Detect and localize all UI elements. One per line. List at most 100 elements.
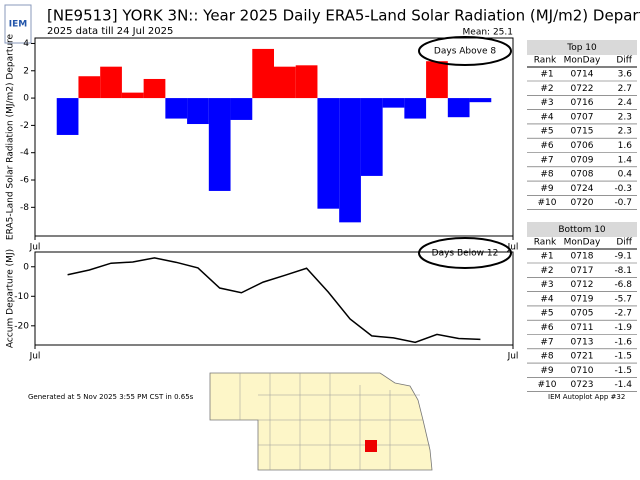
table-cell: 0713	[571, 337, 594, 347]
table-cell: 0710	[571, 366, 594, 376]
bar	[274, 66, 296, 99]
table-cell: -6.8	[614, 280, 632, 290]
bar	[56, 98, 79, 135]
annotation-ellipse	[418, 36, 512, 66]
station-county	[365, 440, 377, 452]
table-cell: -1.5	[614, 352, 632, 362]
table-cell: 3.6	[618, 70, 633, 80]
x-tick-label: Jul	[29, 243, 41, 253]
mean-label: Mean: 25.1	[463, 28, 513, 38]
bar	[252, 48, 274, 99]
table-cell: 0714	[571, 70, 594, 80]
bar	[230, 98, 253, 120]
annotation: Days Below 12	[432, 249, 499, 259]
table-cell: #6	[540, 323, 554, 333]
table-cell: #3	[540, 280, 553, 290]
table-cell: #10	[538, 380, 557, 390]
accum-line	[67, 257, 481, 344]
logo: IEM	[4, 4, 32, 44]
table-cell: 2.3	[618, 127, 632, 137]
y-tick-label: 2	[23, 66, 29, 76]
table-cell: #9	[540, 366, 554, 376]
table-cell: -9.1	[614, 252, 632, 262]
bar	[447, 98, 470, 118]
table-cell: -1.5	[614, 366, 632, 376]
table-cell: 0723	[571, 380, 594, 390]
table-cell: 0717	[571, 266, 594, 276]
table-cell: #4	[540, 294, 554, 304]
table-cell: 0712	[571, 280, 594, 290]
table-cell: #2	[540, 266, 553, 276]
bar	[339, 98, 361, 223]
bar	[317, 98, 340, 209]
table-cell: -0.7	[614, 198, 632, 208]
table-cell: #10	[538, 198, 557, 208]
table-cell: #8	[540, 170, 554, 180]
table-cell: 0708	[571, 170, 594, 180]
table-cell: 0718	[571, 252, 594, 262]
y-tick-label: -20	[14, 321, 29, 331]
logo-text: IEM	[9, 20, 27, 30]
y-tick-label: -4	[20, 148, 29, 158]
table-cell: #1	[540, 252, 553, 262]
table-cell: 0.4	[618, 170, 633, 180]
table-header-bg	[527, 222, 637, 237]
y-tick-label: 0	[23, 262, 29, 272]
bar	[404, 98, 427, 119]
county-lines	[239, 373, 430, 470]
bar	[187, 98, 209, 125]
y-tick-label: -10	[14, 292, 29, 302]
table-cell: 0705	[571, 309, 594, 319]
table-header-bg	[527, 40, 637, 55]
table-cell: #9	[540, 184, 554, 194]
column-header: Rank	[534, 238, 557, 248]
table-cell: #6	[540, 141, 554, 151]
column-header: Diff	[616, 56, 632, 66]
y-axis-label: ERA5-Land Solar Radiation (MJ/m2) Depart…	[6, 33, 16, 240]
x-tick-label: Jul	[29, 352, 41, 362]
table-cell: 0709	[571, 155, 594, 165]
y-tick-label: -6	[20, 176, 29, 186]
annotation-ellipse	[418, 237, 512, 269]
bar	[121, 92, 144, 99]
table-cell: -0.3	[614, 184, 632, 194]
bar	[426, 61, 448, 99]
y-tick-label: 0	[23, 94, 29, 104]
table-cell: #4	[540, 112, 554, 122]
bar	[382, 98, 405, 108]
table-cell: -1.6	[614, 337, 632, 347]
y-tick-label: -2	[20, 121, 29, 131]
table-cell: #5	[540, 127, 553, 137]
bar	[100, 66, 122, 99]
footer-generated: Generated at 5 Nov 2025 3:55 PM CST in 0…	[28, 393, 194, 401]
plot-area	[34, 37, 514, 237]
table-cell: 0721	[571, 352, 594, 362]
annotation: Days Above 8	[434, 47, 496, 57]
table-cell: #2	[540, 84, 553, 94]
table-title: Bottom 10	[558, 225, 606, 235]
y-axis-label: Accum Departure (MJ)	[6, 249, 16, 348]
table-cell: #7	[540, 337, 553, 347]
table-cell: -1.9	[614, 323, 632, 333]
column-header: MonDay	[564, 238, 601, 248]
table-cell: 0722	[571, 84, 594, 94]
table-cell: 2.4	[618, 98, 633, 108]
column-header: MonDay	[564, 56, 601, 66]
table-cell: -5.7	[614, 294, 632, 304]
table-title: Top 10	[566, 43, 597, 53]
table-cell: 0711	[571, 323, 594, 333]
state-map	[209, 372, 433, 471]
table-cell: 2.3	[618, 112, 632, 122]
chart-title: [NE9513] YORK 3N:: Year 2025 Daily ERA5-…	[47, 7, 640, 25]
table-cell: 0724	[571, 184, 594, 194]
x-tick-label: Jul	[507, 352, 519, 362]
bar	[295, 65, 318, 99]
column-header: Rank	[534, 56, 557, 66]
bar	[208, 98, 231, 191]
table-cell: 0716	[571, 98, 594, 108]
table-cell: 2.7	[618, 84, 632, 94]
table-cell: 0715	[571, 127, 594, 137]
bar	[165, 98, 188, 119]
